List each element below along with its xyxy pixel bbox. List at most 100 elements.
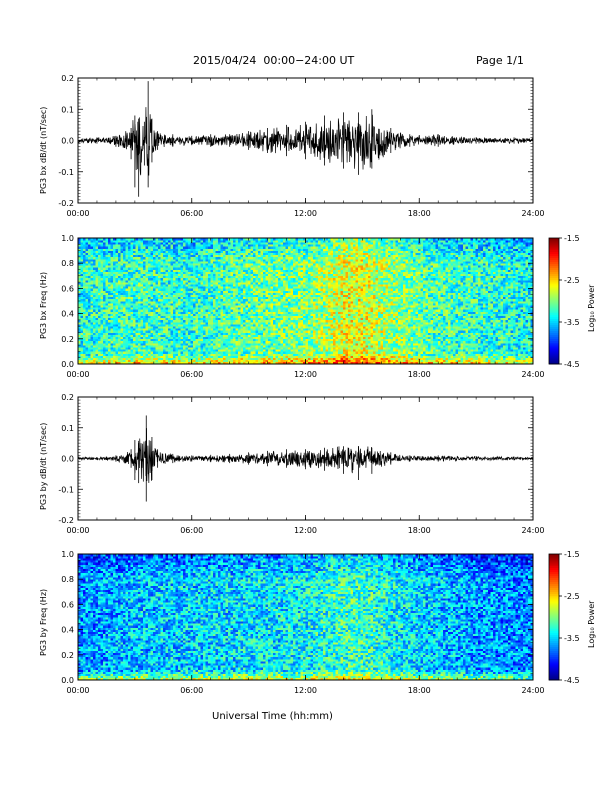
heat-cell (136, 301, 139, 303)
heat-cell (83, 270, 86, 272)
heat-cell (131, 343, 134, 345)
heat-cell (106, 345, 109, 347)
heat-cell (116, 251, 119, 253)
heat-cell (106, 305, 109, 307)
heat-cell (86, 303, 89, 305)
heat-cell (93, 288, 96, 290)
heat-cell (136, 339, 139, 341)
heat-cell (83, 312, 86, 314)
heat-cell (141, 295, 144, 297)
heat-cell (133, 246, 136, 248)
heat-cell (126, 293, 129, 295)
heat-cell (138, 360, 141, 362)
heat-cell (128, 333, 131, 335)
heat-cell (98, 280, 101, 282)
heat-cell (103, 263, 106, 265)
heat-cell (86, 354, 89, 356)
heat-cell (116, 291, 119, 293)
heat-cell (118, 320, 121, 322)
heat-cell (123, 339, 126, 341)
heat-cell (126, 253, 129, 255)
heat-cell (116, 293, 119, 295)
heat-cell (111, 284, 114, 286)
heat-cell (88, 339, 91, 341)
heat-cell (93, 309, 96, 311)
heat-cell (116, 309, 119, 311)
heat-cell (96, 301, 99, 303)
heat-cell (108, 249, 111, 251)
heat-cell (111, 299, 114, 301)
heat-cell (113, 280, 116, 282)
heat-cell (111, 297, 114, 299)
heat-cell (83, 318, 86, 320)
heat-cell (128, 295, 131, 297)
heat-cell (88, 293, 91, 295)
heat-cell (126, 282, 129, 284)
heat-cell (91, 297, 94, 299)
heat-cell (128, 307, 131, 309)
heat-cell (86, 274, 89, 276)
heat-cell (91, 356, 94, 358)
heat-cell (96, 251, 99, 253)
heat-cell (118, 284, 121, 286)
heat-cell (111, 259, 114, 261)
heat-cell (111, 307, 114, 309)
heat-cell (138, 265, 141, 267)
heat-cell (138, 358, 141, 360)
heat-cell (86, 255, 89, 257)
heat-cell (136, 259, 139, 261)
heat-cell (91, 240, 94, 242)
heat-cell (93, 335, 96, 337)
heat-cell (118, 330, 121, 332)
heat-cell (123, 316, 126, 318)
heat-cell (121, 253, 124, 255)
heat-cell (106, 244, 109, 246)
heat-cell (118, 349, 121, 351)
heat-cell (98, 347, 101, 349)
heat-cell (121, 242, 124, 244)
heat-cell (116, 356, 119, 358)
heat-cell (83, 343, 86, 345)
heat-cell (123, 358, 126, 360)
heat-cell (123, 343, 126, 345)
heat-cell (93, 345, 96, 347)
heat-cell (121, 339, 124, 341)
heat-cell (103, 356, 106, 358)
heat-cell (101, 349, 104, 351)
heat-cell (108, 295, 111, 297)
heat-cell (141, 326, 144, 328)
heat-cell (96, 335, 99, 337)
heat-cell (96, 339, 99, 341)
heat-cell (106, 337, 109, 339)
heat-cell (128, 255, 131, 257)
heat-cell (88, 291, 91, 293)
heat-cell (128, 360, 131, 362)
heat-cell (116, 276, 119, 278)
heat-cell (86, 293, 89, 295)
heat-cell (106, 322, 109, 324)
heat-cell (98, 297, 101, 299)
heat-cell (103, 246, 106, 248)
heat-cell (113, 278, 116, 280)
heat-cell (108, 326, 111, 328)
heat-cell (91, 324, 94, 326)
heat-cell (101, 255, 104, 257)
heat-cell (126, 249, 129, 251)
heat-cell (116, 259, 119, 261)
heat-cell (86, 328, 89, 330)
heat-cell (81, 343, 84, 345)
heat-cell (103, 282, 106, 284)
heat-cell (86, 246, 89, 248)
heat-cell (83, 249, 86, 251)
heat-cell (106, 356, 109, 358)
heat-cell (116, 282, 119, 284)
heat-cell (108, 347, 111, 349)
heat-cell (136, 293, 139, 295)
heat-cell (126, 318, 129, 320)
heat-cell (98, 299, 101, 301)
heat-cell (133, 286, 136, 288)
heat-cell (116, 341, 119, 343)
heat-cell (101, 295, 104, 297)
heat-cell (86, 335, 89, 337)
heat-cell (118, 356, 121, 358)
